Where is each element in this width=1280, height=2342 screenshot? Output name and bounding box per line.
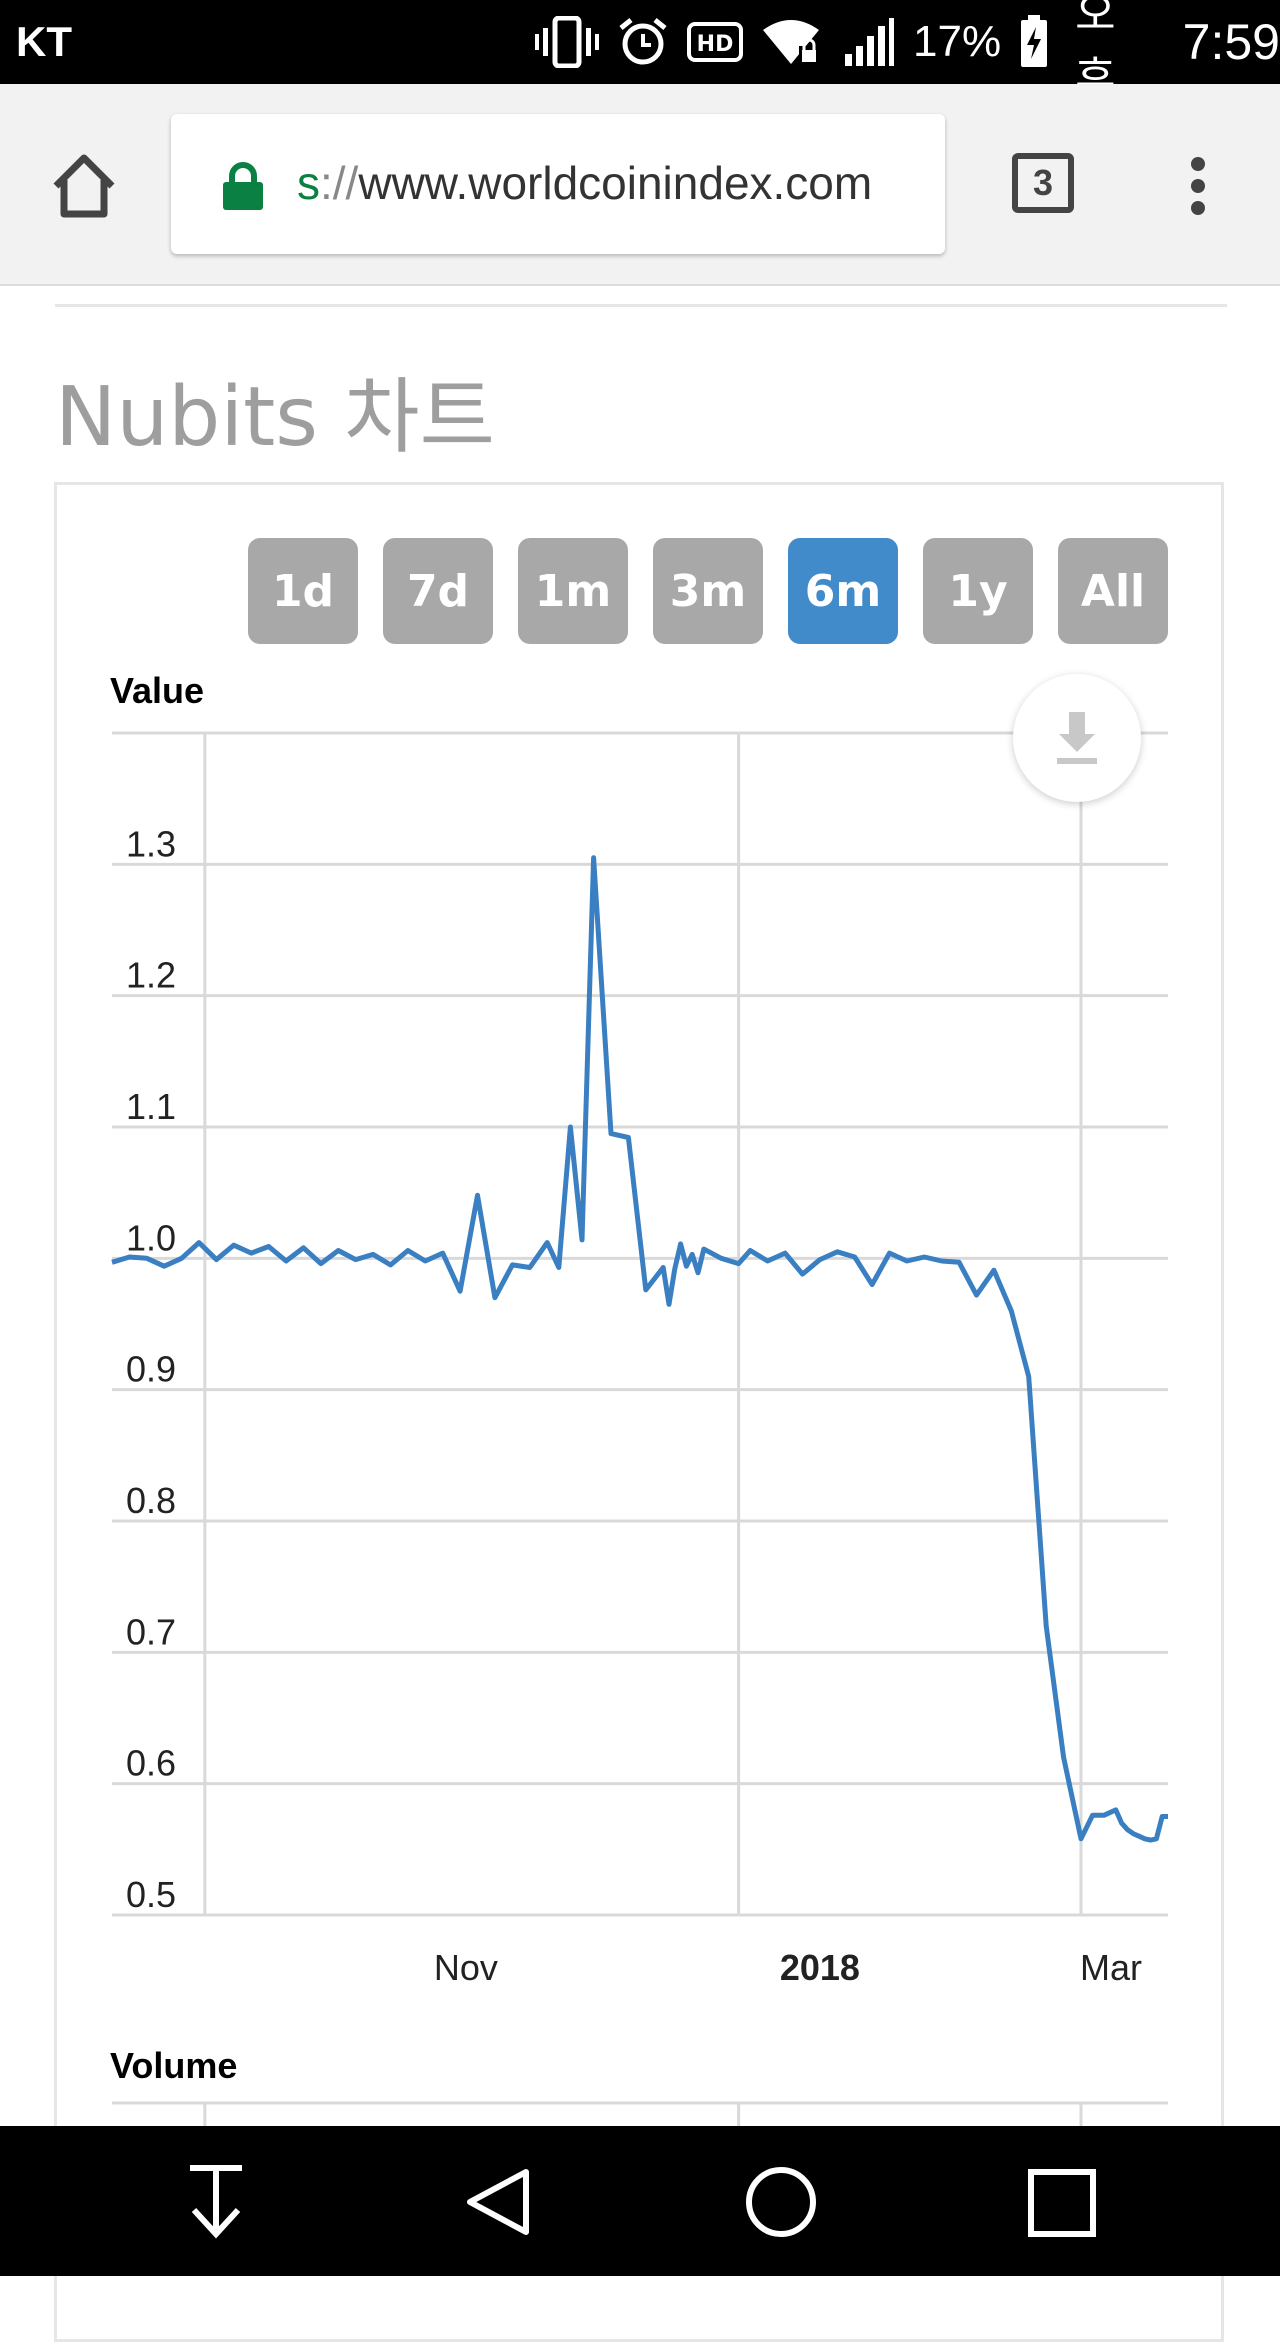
y-tick-label: 0.5 [126, 1874, 176, 1915]
range-button-all[interactable]: All [1058, 538, 1168, 644]
url-scheme: s [297, 157, 320, 209]
range-button-1m[interactable]: 1m [518, 538, 628, 644]
price-chart: 1.3 1.2 1.1 1.0 0.9 0.8 0.7 0.6 0.5 Nov 2018 Mar [111, 731, 1168, 2126]
download-chart-button[interactable] [1013, 674, 1141, 802]
page-title: Nubits 차트 [55, 370, 495, 465]
wifi-lock-icon [761, 16, 825, 68]
svg-text:HD: HD [697, 32, 734, 57]
notification-pull-icon[interactable] [190, 2165, 242, 2239]
hd-icon: HD [687, 22, 743, 62]
vibrate-icon [535, 16, 599, 68]
y-tick-label: 0.6 [126, 1743, 176, 1784]
status-icons: HD 17% 오후 7:59 [535, 0, 1280, 104]
signal-icon [843, 16, 895, 68]
back-icon[interactable] [467, 2169, 529, 2235]
range-button-1d[interactable]: 1d [248, 538, 358, 644]
recents-icon[interactable] [1028, 2169, 1096, 2237]
x-tick-label: Mar [1080, 1947, 1142, 1988]
y-tick-label: 0.7 [126, 1611, 176, 1652]
battery-percent: 17% [913, 17, 1002, 66]
download-icon [1057, 712, 1097, 764]
overflow-menu-icon[interactable] [1183, 156, 1213, 216]
y-tick-label: 1.3 [126, 823, 176, 864]
range-selector: 1d 7d 1m 3m 6m 1y All [248, 538, 1168, 644]
x-tick-label: 2018 [780, 1947, 860, 1988]
url-text: s://www.worldcoinindex.com [297, 156, 872, 210]
range-button-7d[interactable]: 7d [383, 538, 493, 644]
value-panel-label: Value [110, 670, 205, 711]
url-bar[interactable]: s://www.worldcoinindex.com [171, 114, 945, 254]
range-button-1y[interactable]: 1y [923, 538, 1033, 644]
y-tick-label: 0.9 [126, 1349, 176, 1390]
status-bar: KT HD 17% 오후 7:59 [0, 0, 1280, 104]
y-tick-label: 0.8 [126, 1480, 176, 1521]
carrier-label: KT [16, 18, 72, 65]
clock: 7:59 [1182, 14, 1280, 70]
battery-charging-icon [1019, 15, 1049, 69]
url-host: www.worldcoinindex.com [358, 157, 873, 209]
divider [55, 304, 1227, 307]
volume-panel-label: Volume [110, 2045, 238, 2086]
home-icon[interactable] [48, 150, 120, 222]
system-nav-bar [0, 2126, 1280, 2276]
y-tick-label: 1.0 [126, 1217, 176, 1258]
y-tick-label: 1.1 [126, 1086, 176, 1127]
url-separator: :// [320, 157, 359, 209]
home-nav-icon[interactable] [746, 2167, 816, 2237]
range-button-3m[interactable]: 3m [653, 538, 763, 644]
alarm-icon [617, 16, 669, 68]
lock-icon [221, 162, 265, 210]
browser-toolbar: s://www.worldcoinindex.com 3 [0, 84, 1280, 286]
tab-switcher-button[interactable]: 3 [1012, 153, 1074, 213]
y-tick-label: 1.2 [126, 955, 176, 996]
value-series-line [111, 855, 1168, 1843]
x-tick-label: Nov [434, 1947, 498, 1988]
range-button-6m[interactable]: 6m [788, 538, 898, 644]
